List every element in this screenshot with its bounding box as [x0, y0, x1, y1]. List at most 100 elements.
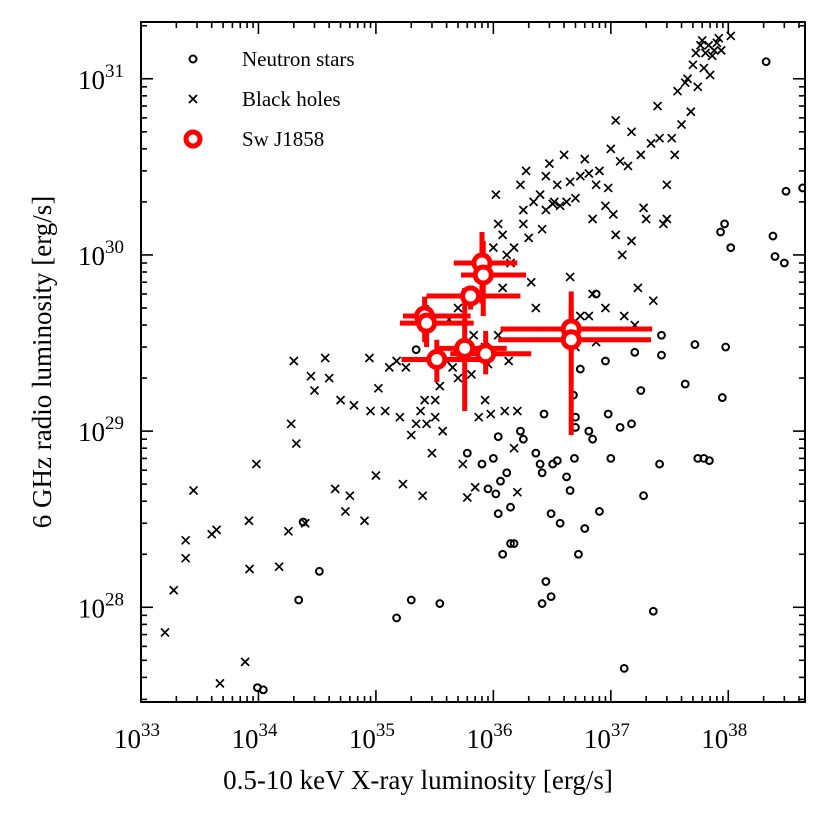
black-hole-point	[330, 484, 340, 494]
neutron-star-point	[562, 472, 571, 482]
black-hole-point	[600, 303, 611, 313]
black-hole-point	[512, 406, 522, 416]
neutron-star-point	[657, 350, 666, 360]
neutron-star-point	[720, 219, 729, 229]
black-hole-point	[638, 203, 649, 213]
legend-label-neutron-stars: Neutron stars	[242, 47, 355, 71]
neutron-star-point	[717, 393, 727, 402]
black-hole-point	[588, 214, 598, 224]
black-hole-point	[588, 289, 598, 299]
black-hole-point	[654, 133, 665, 143]
black-hole-point	[418, 491, 428, 501]
black-hole-point	[555, 201, 565, 211]
black-hole-point	[714, 33, 724, 43]
neutron-star-point	[411, 345, 421, 355]
neutron-star-point	[491, 489, 501, 499]
sw-j1858-point	[416, 312, 438, 334]
y-tick-label: 1030	[78, 237, 124, 271]
black-hole-point	[244, 516, 254, 526]
black-hole-point	[518, 219, 528, 229]
black-hole-point	[636, 150, 646, 160]
neutron-star-point	[704, 456, 714, 466]
black-hole-point	[502, 250, 512, 260]
neutron-star-point	[258, 685, 268, 695]
black-hole-point	[626, 127, 637, 137]
x-tick-label: 1034	[231, 720, 277, 754]
black-hole-point	[181, 553, 191, 563]
black-hole-point	[705, 70, 715, 80]
black-hole-point	[453, 303, 463, 313]
neutron-star-point	[595, 507, 604, 516]
neutron-star-point	[546, 592, 556, 601]
black-hole-point	[619, 311, 629, 321]
black-hole-point	[188, 485, 199, 496]
black-hole-point	[676, 119, 687, 130]
neutron-star-point	[406, 595, 416, 605]
black-hole-point	[716, 45, 726, 55]
x-tick-label: 1038	[701, 720, 747, 754]
neutron-star-point	[502, 468, 512, 478]
neutron-star-point	[570, 454, 579, 463]
legend-label-black-holes: Black holes	[242, 87, 341, 111]
black-hole-point	[535, 190, 545, 200]
neutron-star-point	[483, 484, 493, 494]
black-hole-point	[591, 180, 601, 190]
neutron-star-point	[516, 426, 525, 436]
x-tick-label: 1033	[114, 720, 160, 754]
black-hole-point	[415, 406, 426, 416]
sw-j1858-point	[426, 348, 448, 370]
black-hole-point	[359, 516, 370, 526]
black-hole-point	[420, 395, 430, 405]
black-hole-point	[486, 409, 496, 419]
black-hole-point	[526, 277, 536, 287]
black-hole-point	[652, 101, 663, 111]
black-hole-point	[474, 412, 484, 422]
black-hole-point	[240, 657, 250, 667]
neutron-star-point	[657, 330, 666, 340]
black-hole-point	[688, 60, 698, 70]
black-hole-point	[458, 459, 468, 469]
black-hole-point	[648, 296, 658, 306]
neutron-star-point	[392, 613, 401, 623]
black-hole-point	[524, 233, 534, 243]
black-hole-point	[365, 406, 376, 416]
neutron-star-point	[498, 549, 508, 559]
neutron-star-point	[574, 549, 583, 559]
black-hole-point	[658, 219, 668, 229]
y-tick-label: 1029	[78, 413, 124, 447]
black-hole-point	[384, 362, 394, 372]
series-sw-j1858	[414, 252, 582, 370]
series-neutron-stars	[253, 57, 805, 695]
neutron-star-point	[601, 356, 610, 366]
black-hole-point	[340, 506, 351, 517]
black-hole-point	[594, 166, 605, 176]
neutron-star-point	[606, 454, 616, 463]
neutron-star-point	[537, 468, 547, 478]
black-hole-point	[682, 74, 693, 84]
black-hole-point	[606, 144, 616, 154]
black-hole-point	[300, 518, 310, 528]
black-hole-point	[491, 190, 501, 200]
black-hole-point	[584, 311, 594, 321]
black-hole-point	[500, 406, 510, 416]
black-hole-point	[521, 166, 531, 176]
black-hole-point	[427, 448, 437, 458]
neutron-star-point	[721, 342, 731, 352]
legend-label-sw-j1858: Sw J1858	[242, 127, 324, 151]
neutron-star-point	[535, 459, 545, 469]
black-hole-point	[274, 562, 284, 572]
neutron-star-point	[493, 509, 503, 519]
black-hole-point	[672, 86, 683, 96]
black-hole-point	[707, 51, 717, 61]
axis-ticks	[140, 22, 805, 702]
black-hole-point	[320, 353, 330, 363]
black-hole-point	[244, 564, 255, 574]
black-hole-point	[611, 115, 621, 126]
neutron-star-point	[627, 419, 636, 429]
neutron-star-point	[768, 231, 778, 241]
black-hole-point	[421, 419, 432, 429]
neutron-star-point	[636, 386, 646, 395]
neutron-star-point	[477, 459, 487, 469]
neutron-star-point	[619, 663, 629, 673]
black-hole-point	[570, 193, 581, 203]
